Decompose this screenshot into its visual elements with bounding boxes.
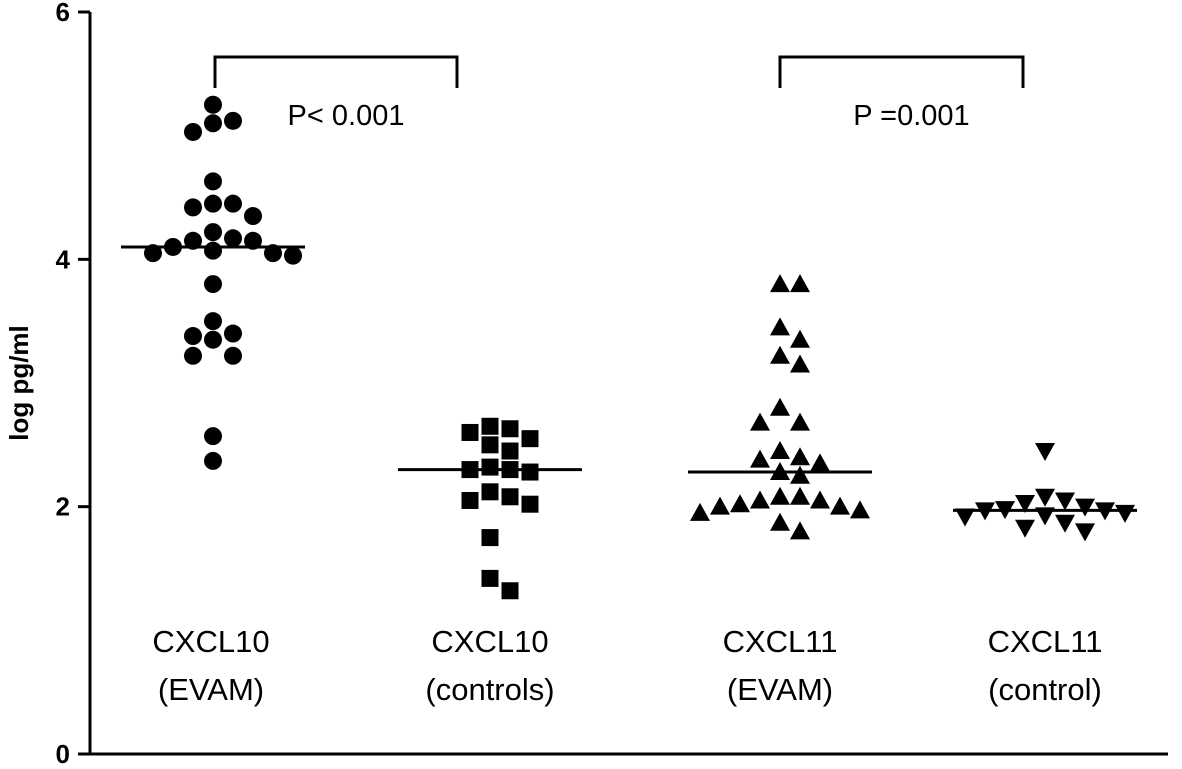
y-tick-label: 2 (56, 492, 70, 522)
data-point-triangle-up (710, 496, 730, 515)
category-label-line2: (EVAM) (727, 672, 833, 707)
data-point-triangle-up (790, 447, 810, 466)
data-point-square (521, 463, 539, 481)
y-tick-label: 4 (56, 244, 71, 274)
data-point-square (521, 430, 539, 448)
data-point-square (521, 495, 539, 513)
data-point-circle (204, 223, 222, 242)
data-point-square (501, 488, 519, 506)
p-value-label: P =0.001 (853, 100, 969, 132)
y-tick-label: 0 (56, 739, 70, 769)
significance-bracket (213, 55, 459, 88)
data-point-triangle-up (750, 412, 770, 431)
y-axis-label: log pg/ml (4, 325, 34, 441)
data-point-triangle-up (850, 500, 870, 519)
category-label-line1: CXCL11 (723, 624, 838, 659)
data-point-circle (244, 231, 262, 250)
data-point-circle (184, 231, 202, 250)
p-value-label: P< 0.001 (288, 100, 405, 132)
data-point-triangle-up (810, 490, 830, 509)
data-point-triangle-down (1035, 443, 1055, 462)
category-label-line2: (controls) (425, 672, 554, 707)
data-point-circle (184, 346, 202, 365)
data-point-triangle-up (790, 412, 810, 431)
data-point-circle (264, 244, 282, 263)
data-point-triangle-up (690, 502, 710, 521)
data-point-circle (204, 172, 222, 191)
data-point-triangle-up (790, 354, 810, 373)
data-point-square (481, 458, 499, 476)
data-point-circle (224, 346, 242, 365)
category-label-line2: (EVAM) (158, 672, 264, 707)
data-point-triangle-down (1015, 494, 1035, 513)
data-point-circle (204, 451, 222, 470)
data-point-triangle-up (830, 496, 850, 515)
data-point-triangle-down (1115, 504, 1135, 523)
data-points (144, 95, 1135, 600)
data-point-circle (204, 330, 222, 349)
data-point-circle (184, 122, 202, 141)
data-point-square (481, 529, 499, 547)
data-point-triangle-up (790, 274, 810, 293)
category-label-line1: CXCL11 (988, 624, 1103, 659)
data-point-triangle-up (750, 449, 770, 468)
data-point-circle (204, 95, 222, 114)
data-point-square (461, 491, 479, 509)
data-point-circle (224, 229, 242, 248)
data-point-circle (204, 114, 222, 133)
data-point-square (481, 569, 499, 587)
data-point-circle (224, 324, 242, 343)
data-point-triangle-up (790, 486, 810, 505)
data-point-triangle-up (770, 512, 790, 531)
axes: 0 2 4 6 (56, 0, 1168, 769)
data-point-circle (244, 207, 262, 226)
data-point-circle (144, 244, 162, 263)
data-point-triangle-up (810, 453, 830, 472)
data-point-triangle-up (730, 494, 750, 513)
data-point-square (481, 483, 499, 501)
category-label-line1: CXCL10 (152, 624, 269, 659)
data-point-circle (204, 312, 222, 331)
data-point-triangle-up (770, 345, 790, 364)
median-lines (121, 245, 1137, 512)
data-point-circle (224, 111, 242, 130)
data-point-triangle-up (770, 274, 790, 293)
significance-bracket (778, 55, 1025, 88)
data-point-triangle-down (955, 508, 975, 527)
data-point-triangle-up (790, 465, 810, 484)
data-point-square (481, 417, 499, 435)
data-point-triangle-up (790, 329, 810, 348)
data-point-triangle-up (770, 397, 790, 416)
data-point-circle (184, 327, 202, 346)
category-label-line1: CXCL10 (431, 624, 548, 659)
data-point-triangle-down (1075, 523, 1095, 542)
annotations: P< 0.001 P =0.001 (213, 55, 1025, 132)
data-point-triangle-down (1075, 498, 1095, 517)
data-point-triangle-up (770, 441, 790, 460)
data-point-square (501, 442, 519, 460)
category-labels: CXCL10 (EVAM) CXCL10 (controls) CXCL11 (EVAM)… (152, 624, 1102, 707)
data-point-square (481, 436, 499, 454)
data-point-square (501, 582, 519, 600)
y-tick-label: 6 (56, 0, 70, 27)
data-point-circle (204, 427, 222, 446)
data-point-triangle-up (790, 521, 810, 540)
data-point-triangle-down (1055, 514, 1075, 533)
data-point-square (501, 420, 519, 438)
data-point-triangle-down (1055, 492, 1075, 511)
category-label-line2: (control) (988, 672, 1102, 707)
data-point-square (461, 423, 479, 441)
data-point-triangle-down (1015, 519, 1035, 538)
data-point-triangle-down (1035, 488, 1055, 507)
data-point-circle (284, 246, 302, 265)
data-point-circle (204, 194, 222, 213)
data-point-circle (204, 241, 222, 260)
data-point-circle (204, 275, 222, 294)
data-point-triangle-up (750, 490, 770, 509)
data-point-triangle-up (770, 486, 790, 505)
data-point-circle (184, 198, 202, 217)
data-point-triangle-up (770, 317, 790, 336)
data-point-circle (224, 194, 242, 213)
